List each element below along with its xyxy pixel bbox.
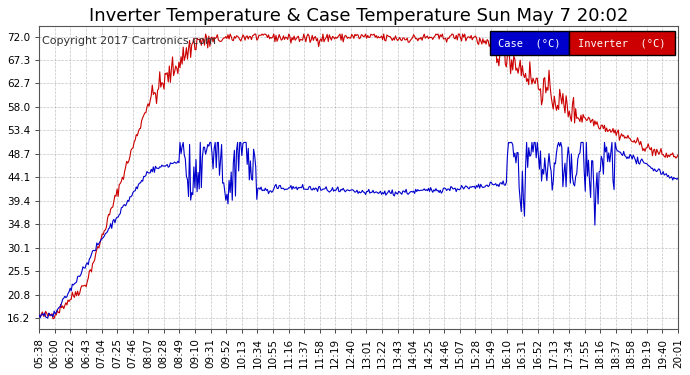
- Text: Case  (°C): Case (°C): [498, 38, 561, 48]
- FancyBboxPatch shape: [569, 31, 675, 55]
- Text: Inverter  (°C): Inverter (°C): [578, 38, 666, 48]
- FancyBboxPatch shape: [490, 31, 569, 55]
- Text: Copyright 2017 Cartronics.com: Copyright 2017 Cartronics.com: [42, 36, 217, 46]
- Title: Inverter Temperature & Case Temperature Sun May 7 20:02: Inverter Temperature & Case Temperature …: [89, 7, 629, 25]
